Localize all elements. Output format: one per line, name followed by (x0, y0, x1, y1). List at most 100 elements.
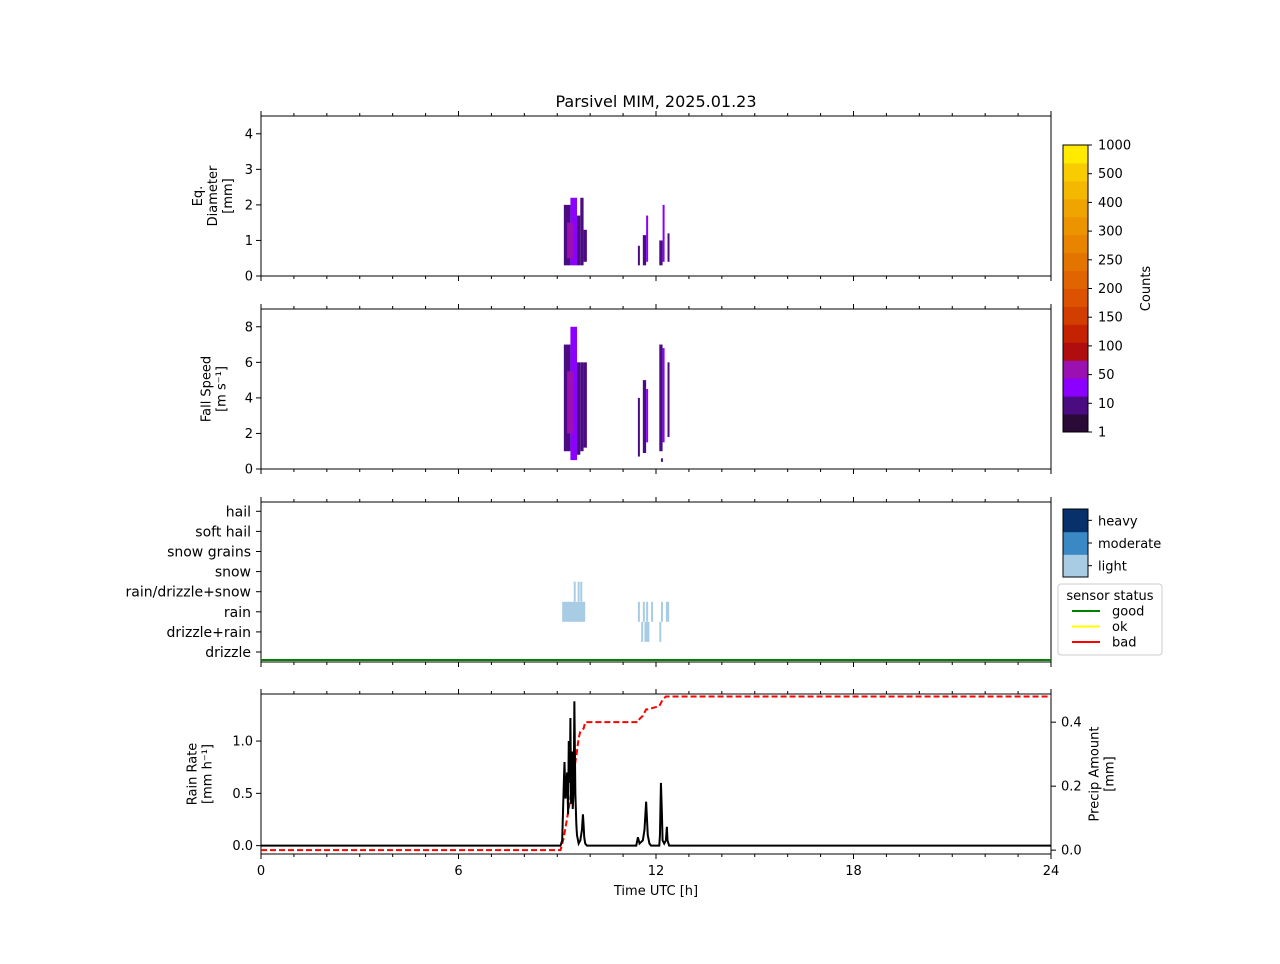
type-block (641, 621, 644, 642)
category-label: drizzle (205, 645, 251, 661)
heatmap-cell (662, 348, 665, 443)
colorbar-segment (1063, 198, 1088, 218)
type-block (637, 601, 640, 622)
figure-title: Parsivel MIM, 2025.01.23 (555, 92, 756, 111)
counts-colorbar: 1 10 50 100 150 200 250 300 400 500 1000 Counts (1062, 139, 1154, 441)
category-label: rain/drizzle+snow (126, 585, 251, 601)
y-tick-label: 0 (245, 463, 253, 478)
diameter-y-label: Eq.Diameter[mm] (191, 165, 236, 226)
category-label: snow grains (167, 545, 251, 561)
category-label: snow (215, 565, 251, 581)
colorbar-segment (1063, 342, 1088, 361)
intensity-swatch (1063, 531, 1088, 555)
y-tick-label: 2 (245, 427, 253, 442)
colorbar-segment (1063, 324, 1088, 343)
colorbar-tick-label: 100 (1098, 339, 1123, 354)
category-label: drizzle+rain (166, 625, 251, 641)
colorbar-segment (1063, 162, 1088, 182)
heatmap-cell (577, 215, 581, 266)
y2-tick-label: 0.4 (1061, 716, 1082, 731)
colorbar-tick-label: 200 (1098, 282, 1123, 297)
y-tick-label: 1.0 (232, 735, 253, 750)
heatmap-cell (567, 222, 574, 259)
heatmap-cell (580, 362, 584, 452)
colorbar-segment (1063, 288, 1088, 307)
y-tick-label: 0 (245, 270, 253, 285)
heatmap-cell (567, 371, 574, 434)
y-tick-label: 1 (245, 234, 253, 249)
precip-amount-y-label: Precip Amount[mm] (1088, 727, 1118, 822)
y-tick-label: 8 (245, 320, 253, 335)
rain-rate-panel-frame (260, 693, 1052, 855)
heatmap-cell (580, 197, 584, 266)
y-tick-label: 6 (245, 356, 253, 371)
x-tick-label: 12 (648, 864, 665, 879)
fall-speed-y-label: Fall Speed[m s⁻¹] (200, 356, 230, 422)
colorbar-segment (1063, 270, 1088, 289)
heatmap-cell (583, 362, 587, 448)
intensity-label: heavy (1098, 514, 1138, 529)
colorbar-tick-label: 10 (1098, 397, 1115, 412)
category-label: rain (224, 605, 251, 621)
y-tick-label: 4 (245, 127, 253, 142)
colorbar-segment (1063, 145, 1088, 164)
y2-tick-label: 0.0 (1061, 844, 1082, 859)
colorbar-tick-label: 1 (1098, 426, 1106, 441)
x-tick-label: 18 (845, 864, 862, 879)
y-tick-label: 2 (245, 198, 253, 213)
type-block (660, 601, 663, 622)
colorbar-tick-label: 50 (1098, 368, 1115, 383)
heatmap-cell (646, 215, 649, 262)
heatmap-cell (583, 229, 587, 262)
legend-label: bad (1112, 636, 1136, 651)
colorbar-segment (1063, 252, 1088, 272)
type-block (580, 581, 583, 602)
precip-amount-line (261, 695, 1051, 852)
type-block (642, 601, 645, 622)
fall-speed-panel-frame (260, 308, 1052, 470)
colorbar-tick-label: 400 (1098, 196, 1123, 211)
intensity-swatch (1063, 554, 1088, 578)
colorbar-tick-label: 250 (1098, 253, 1123, 268)
intensity-label: light (1098, 560, 1127, 575)
heatmap-cell (660, 458, 663, 462)
heatmap-cell (642, 380, 647, 453)
legend-title: sensor status (1066, 589, 1153, 604)
heatmap-cell (637, 245, 640, 266)
colorbar-tick-label: 300 (1098, 225, 1123, 240)
type-block (665, 601, 670, 622)
intensity-frame (1062, 508, 1089, 578)
x-axis-label: Time UTC [h] (613, 884, 698, 899)
heatmap-cell (577, 362, 581, 455)
heatmap-cell (573, 229, 577, 255)
x-tick-label: 6 (454, 864, 462, 879)
category-label: soft hail (195, 524, 251, 540)
category-label: hail (226, 504, 251, 520)
colorbar-segment (1063, 396, 1088, 415)
y-tick-label: 4 (245, 391, 253, 406)
colorbar-tick-label: 500 (1098, 167, 1123, 182)
colorbar-segment (1063, 216, 1088, 236)
heatmap-cell (659, 240, 663, 266)
heatmap-cell (642, 235, 647, 266)
heatmap-cell (662, 204, 665, 262)
type-block (577, 581, 580, 602)
colorbar-segment (1063, 414, 1088, 433)
heatmap-cell (667, 362, 670, 437)
heatmap-cell (573, 380, 577, 425)
intensity-label: moderate (1098, 537, 1161, 552)
colorbar-tick-label: 150 (1098, 311, 1123, 326)
precip-type-panel: drizzle drizzle+rain rain rain/drizzle+snow… (126, 497, 1052, 667)
y-tick-label: 3 (245, 163, 253, 178)
intensity-swatch (1063, 509, 1088, 533)
type-block (562, 601, 586, 622)
colorbar-segment (1063, 306, 1088, 325)
x-tick-label: 0 (257, 864, 265, 879)
colorbar-segment (1063, 360, 1088, 379)
intensity-colorbar: light moderate heavy (1062, 508, 1161, 578)
type-block (659, 621, 662, 642)
type-block (644, 621, 650, 642)
